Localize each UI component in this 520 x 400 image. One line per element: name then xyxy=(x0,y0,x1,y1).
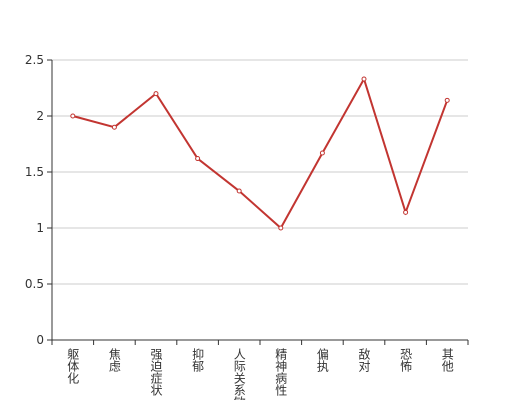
y-tick-label: 2 xyxy=(36,109,44,123)
y-tick-label: 0.5 xyxy=(25,277,44,291)
point xyxy=(319,150,325,156)
x-tick-label: 偏执 xyxy=(315,347,329,373)
x-tick-label: 精神病性 xyxy=(274,348,288,397)
y-tick-label: 1 xyxy=(36,221,44,235)
point xyxy=(403,209,409,215)
x-tick-label: 人际关系敏感 xyxy=(232,348,246,400)
point xyxy=(195,156,201,162)
point xyxy=(236,188,242,194)
y-tick-label: 2.5 xyxy=(25,53,44,67)
x-tick-label: 敌对 xyxy=(357,347,371,372)
line xyxy=(72,76,449,230)
point xyxy=(361,76,367,82)
x-tick-label: 焦虑 xyxy=(107,348,121,372)
point xyxy=(70,113,76,119)
point xyxy=(153,91,159,97)
x-tick-label: 躯体化 xyxy=(66,347,80,385)
y-tick-label: 0 xyxy=(36,333,44,347)
y-tick-label: 1.5 xyxy=(25,165,44,179)
x-tick-label: 强迫症状 xyxy=(149,348,163,396)
point xyxy=(444,97,450,103)
x-tick-label: 抑郁 xyxy=(191,347,205,373)
point xyxy=(111,124,117,130)
x-tick-label: 其他 xyxy=(440,348,454,372)
x-tick-label: 恐怖 xyxy=(399,348,413,372)
point xyxy=(278,225,284,231)
